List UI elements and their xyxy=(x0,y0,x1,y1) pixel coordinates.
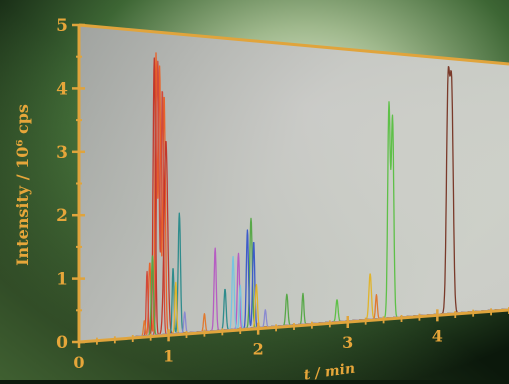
y-tick-label: 1 xyxy=(56,270,68,290)
y-tick-label: 5 xyxy=(56,16,68,36)
x-tick-label: 4 xyxy=(432,326,443,345)
y-tick-label: 3 xyxy=(56,143,68,163)
y-tick-label: 0 xyxy=(56,333,68,353)
y-tick-label: 2 xyxy=(56,206,68,226)
x-tick-label: 0 xyxy=(73,353,84,372)
x-tick-label: 3 xyxy=(342,333,353,352)
y-axis-label: Intensity / 10⁶ cps xyxy=(13,104,32,266)
x-tick-label: 1 xyxy=(163,346,174,365)
x-tick-label: 2 xyxy=(253,340,264,359)
y-tick-label: 4 xyxy=(56,79,68,99)
